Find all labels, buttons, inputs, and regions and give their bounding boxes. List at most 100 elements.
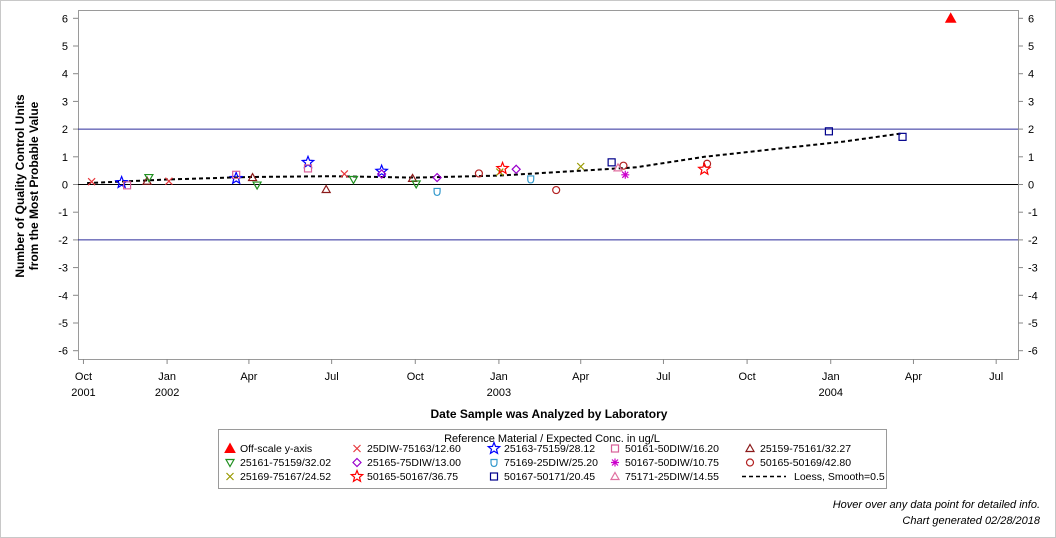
reference-lines [78,128,1018,241]
legend-label: 25159-75161/32.27 [760,443,851,455]
data-point[interactable]: 25161-75159/32.02 | 2002-10-02 | 0.02 [411,180,422,190]
generated-note: Chart generated 02/28/2018 [902,515,1040,527]
data-point[interactable]: 50167-50DIW/10.75 | 2003-05-20 | 0.35 [621,170,630,179]
y-tick-label-left: 5 [62,41,68,53]
data-point[interactable]: 75169-25DIW/25.20 | 2003-02-05 | 0.2 [527,175,535,184]
data-point[interactable]: 25159-75161/32.27 | 2002-06-25 | -0.18 [321,184,332,194]
legend-marker [224,458,236,468]
x-tick-label: Jul [989,371,1003,383]
legend-label: 50161-50DIW/16.20 [625,443,719,455]
legend-label: 25169-75167/24.52 [240,471,331,483]
x-tick-label: Jan [490,371,508,383]
legend-marker [486,440,502,455]
data-point[interactable]: 25163-75159/28.12 | 2002-08-25 | 0.48 [374,163,389,178]
data-point[interactable]: 50167-50171/20.45 | 2003-12-30 | 1.92 [824,127,834,136]
x-tick-label: Apr [572,371,589,383]
data-point[interactable]: 50165-50167/36.75 | 2003-01-05 | 0.58 [495,160,510,175]
data-point[interactable]: 25165-75DIW/13.00 | 2003-01-20 | 0.55 [511,164,522,175]
y-tick-label-right: -1 [1028,207,1038,219]
legend-marker [611,458,619,467]
y-tick-label-right: 2 [1028,124,1034,136]
data-point[interactable]: 25169-75167/24.52 | 2003-04-01 | 0.65 [576,162,585,171]
legend-marker [744,443,756,453]
data-point[interactable]: 50165-50169/42.80 | 2003-03-05 | -0.2 [552,185,561,195]
y-tick-label-right: 0 [1028,180,1034,192]
y-tick-label-left: 2 [62,124,68,136]
legend-marker [490,458,498,468]
y-tick-label-left: 4 [62,69,68,81]
data-point[interactable]: 25161-75159/32.02 | 2002-04-10 | -0.02 [252,181,263,191]
y-tick-label-left: -2 [58,235,68,247]
y-tick-label-right: 4 [1028,69,1034,81]
data-points[interactable]: Off-scale y-axis | 2004-05-12 | 6 25DIW-7… [87,12,957,197]
data-point[interactable]: 25163-75159/28.12 | 2002-03-18 | 0.22 [228,170,244,185]
y-tick-label-left: -6 [58,346,68,358]
y-tick-label-left: 1 [62,152,68,164]
data-point[interactable]: 50165-50169/42.80 | 2003-05-18 | 0.68 [619,161,628,170]
x-tick-label: Jul [656,371,670,383]
data-point[interactable]: 25DIW-75163/12.60 | 2002-07-15 | 0.38 [340,170,349,178]
y-axis-label-line2: from the Most Probable Value [27,101,41,270]
y-axis-label: Number of Quality Control Units from the… [13,94,41,278]
y-tick-label-left: -5 [58,318,68,330]
legend-label: 50165-50169/42.80 [760,457,851,469]
data-point[interactable]: 50161-50DIW/16.20 | 2002-03-18 | 0.35 [232,170,241,179]
x-axis-label: Date Sample was Analyzed by Laboratory [431,407,668,421]
y-tick-label-left: -3 [58,263,68,275]
data-point[interactable]: 25165-75DIW/13.00 | 2002-08-25 | 0.38 [376,169,387,179]
y-axis-label-line1: Number of Quality Control Units [13,94,27,278]
x-tick-label: Oct [75,371,92,383]
legend-label: 25165-75DIW/13.00 [367,457,461,469]
y-tick-label-right: 1 [1028,152,1034,164]
legend-label: 50165-50167/36.75 [367,471,458,483]
x-tick-year-label: 2002 [155,387,179,399]
data-point[interactable]: 25161-75159/32.02 | 2001-12-12 | 0.25 [143,173,154,183]
x-tick-label: Oct [739,371,756,383]
y-tick-label-right: -2 [1028,235,1038,247]
data-point[interactable]: 25159-75161/32.27 | 2002-04-05 | 0.25 [247,172,258,182]
legend-label: 25161-75159/32.02 [240,457,331,469]
legend-marker [349,468,365,483]
x-tick-label: Apr [905,371,922,383]
data-point[interactable]: 25161-75159/32.02 | 2002-07-25 | 0.18 [348,175,359,185]
y-tick-label-left: 6 [62,13,68,25]
y-tick-label-right: 6 [1028,13,1034,25]
y-tick-label-left: 3 [62,96,68,108]
legend-label: 25163-75159/28.12 [504,443,595,455]
x-tick-label: Jan [158,371,176,383]
legend-marker [224,442,236,453]
loess-line [87,132,903,185]
legend-title: Reference Material / Expected Conc. in u… [444,433,660,445]
legend-label: 50167-50171/20.45 [504,471,595,483]
data-point[interactable]: 50161-50DIW/16.20 | 2002-06-05 | 0.58 [303,164,313,173]
x-tick-year-label: 2004 [818,387,842,399]
legend-marker [609,471,621,481]
data-point[interactable]: 25165-75DIW/13.00 | 2002-10-25 | 0.25 [432,172,442,183]
data-point[interactable]: 25DIW-75163/12.60 | 2002-01-03 | 0.12 [164,177,173,186]
legend-marker [489,472,499,481]
loess-curve [87,132,903,185]
y-axis-ticks: 6 6 5 5 4 4 3 3 2 2 1 1 0 0 -1 -1 -2 -2 -3 -3 -4 -4 -5 -5 -6 -6 [58,13,1038,357]
data-point[interactable]: 25DIW-75163/12.60 | 2001-10-10 | 0.1 [87,177,96,186]
x-tick-label: Jul [325,371,339,383]
hover-note: Hover over any data point for detailed i… [833,499,1040,511]
data-point[interactable]: 50165-50167/36.75 | 2003-08-15 | 0.55 [697,161,712,176]
y-tick-label-left: 0 [62,180,68,192]
data-point[interactable]: 25163-75159/28.12 | 2001-11-12 | 0.07 [114,174,129,189]
x-tick-label: Jan [822,371,840,383]
data-point[interactable]: 75169-25DIW/25.20 | 2002-10-25 | -0.25 [433,187,441,197]
data-point[interactable]: 50167-50171/20.45 | 2003-05-05 | 0.8 [607,158,616,167]
data-point[interactable]: 75171-25DIW/14.55 | 2003-05-12 | 0.6 [612,162,624,172]
y-tick-label-right: -6 [1028,346,1038,358]
data-point[interactable]: Off-scale y-axis | 2004-05-12 | 6 [944,12,957,23]
legend-label: 50167-50DIW/10.75 [625,457,719,469]
data-point[interactable]: 50165-50169/42.80 | 2002-12-10 | 0.4 [474,169,484,178]
data-point[interactable]: 50161-50DIW/16.20 | 2001-11-18 | -0.03 [122,181,132,190]
data-point[interactable]: 50167-50171/20.45 | 2004-03-20 | 1.72 [898,132,907,141]
legend-label: Loess, Smooth=0.5 [794,471,885,483]
y-tick-label-right: -4 [1028,290,1038,302]
x-tick-year-label: 2003 [487,387,511,399]
legend-label: 75171-25DIW/14.55 [625,471,719,483]
x-tick-label: Apr [240,371,257,383]
